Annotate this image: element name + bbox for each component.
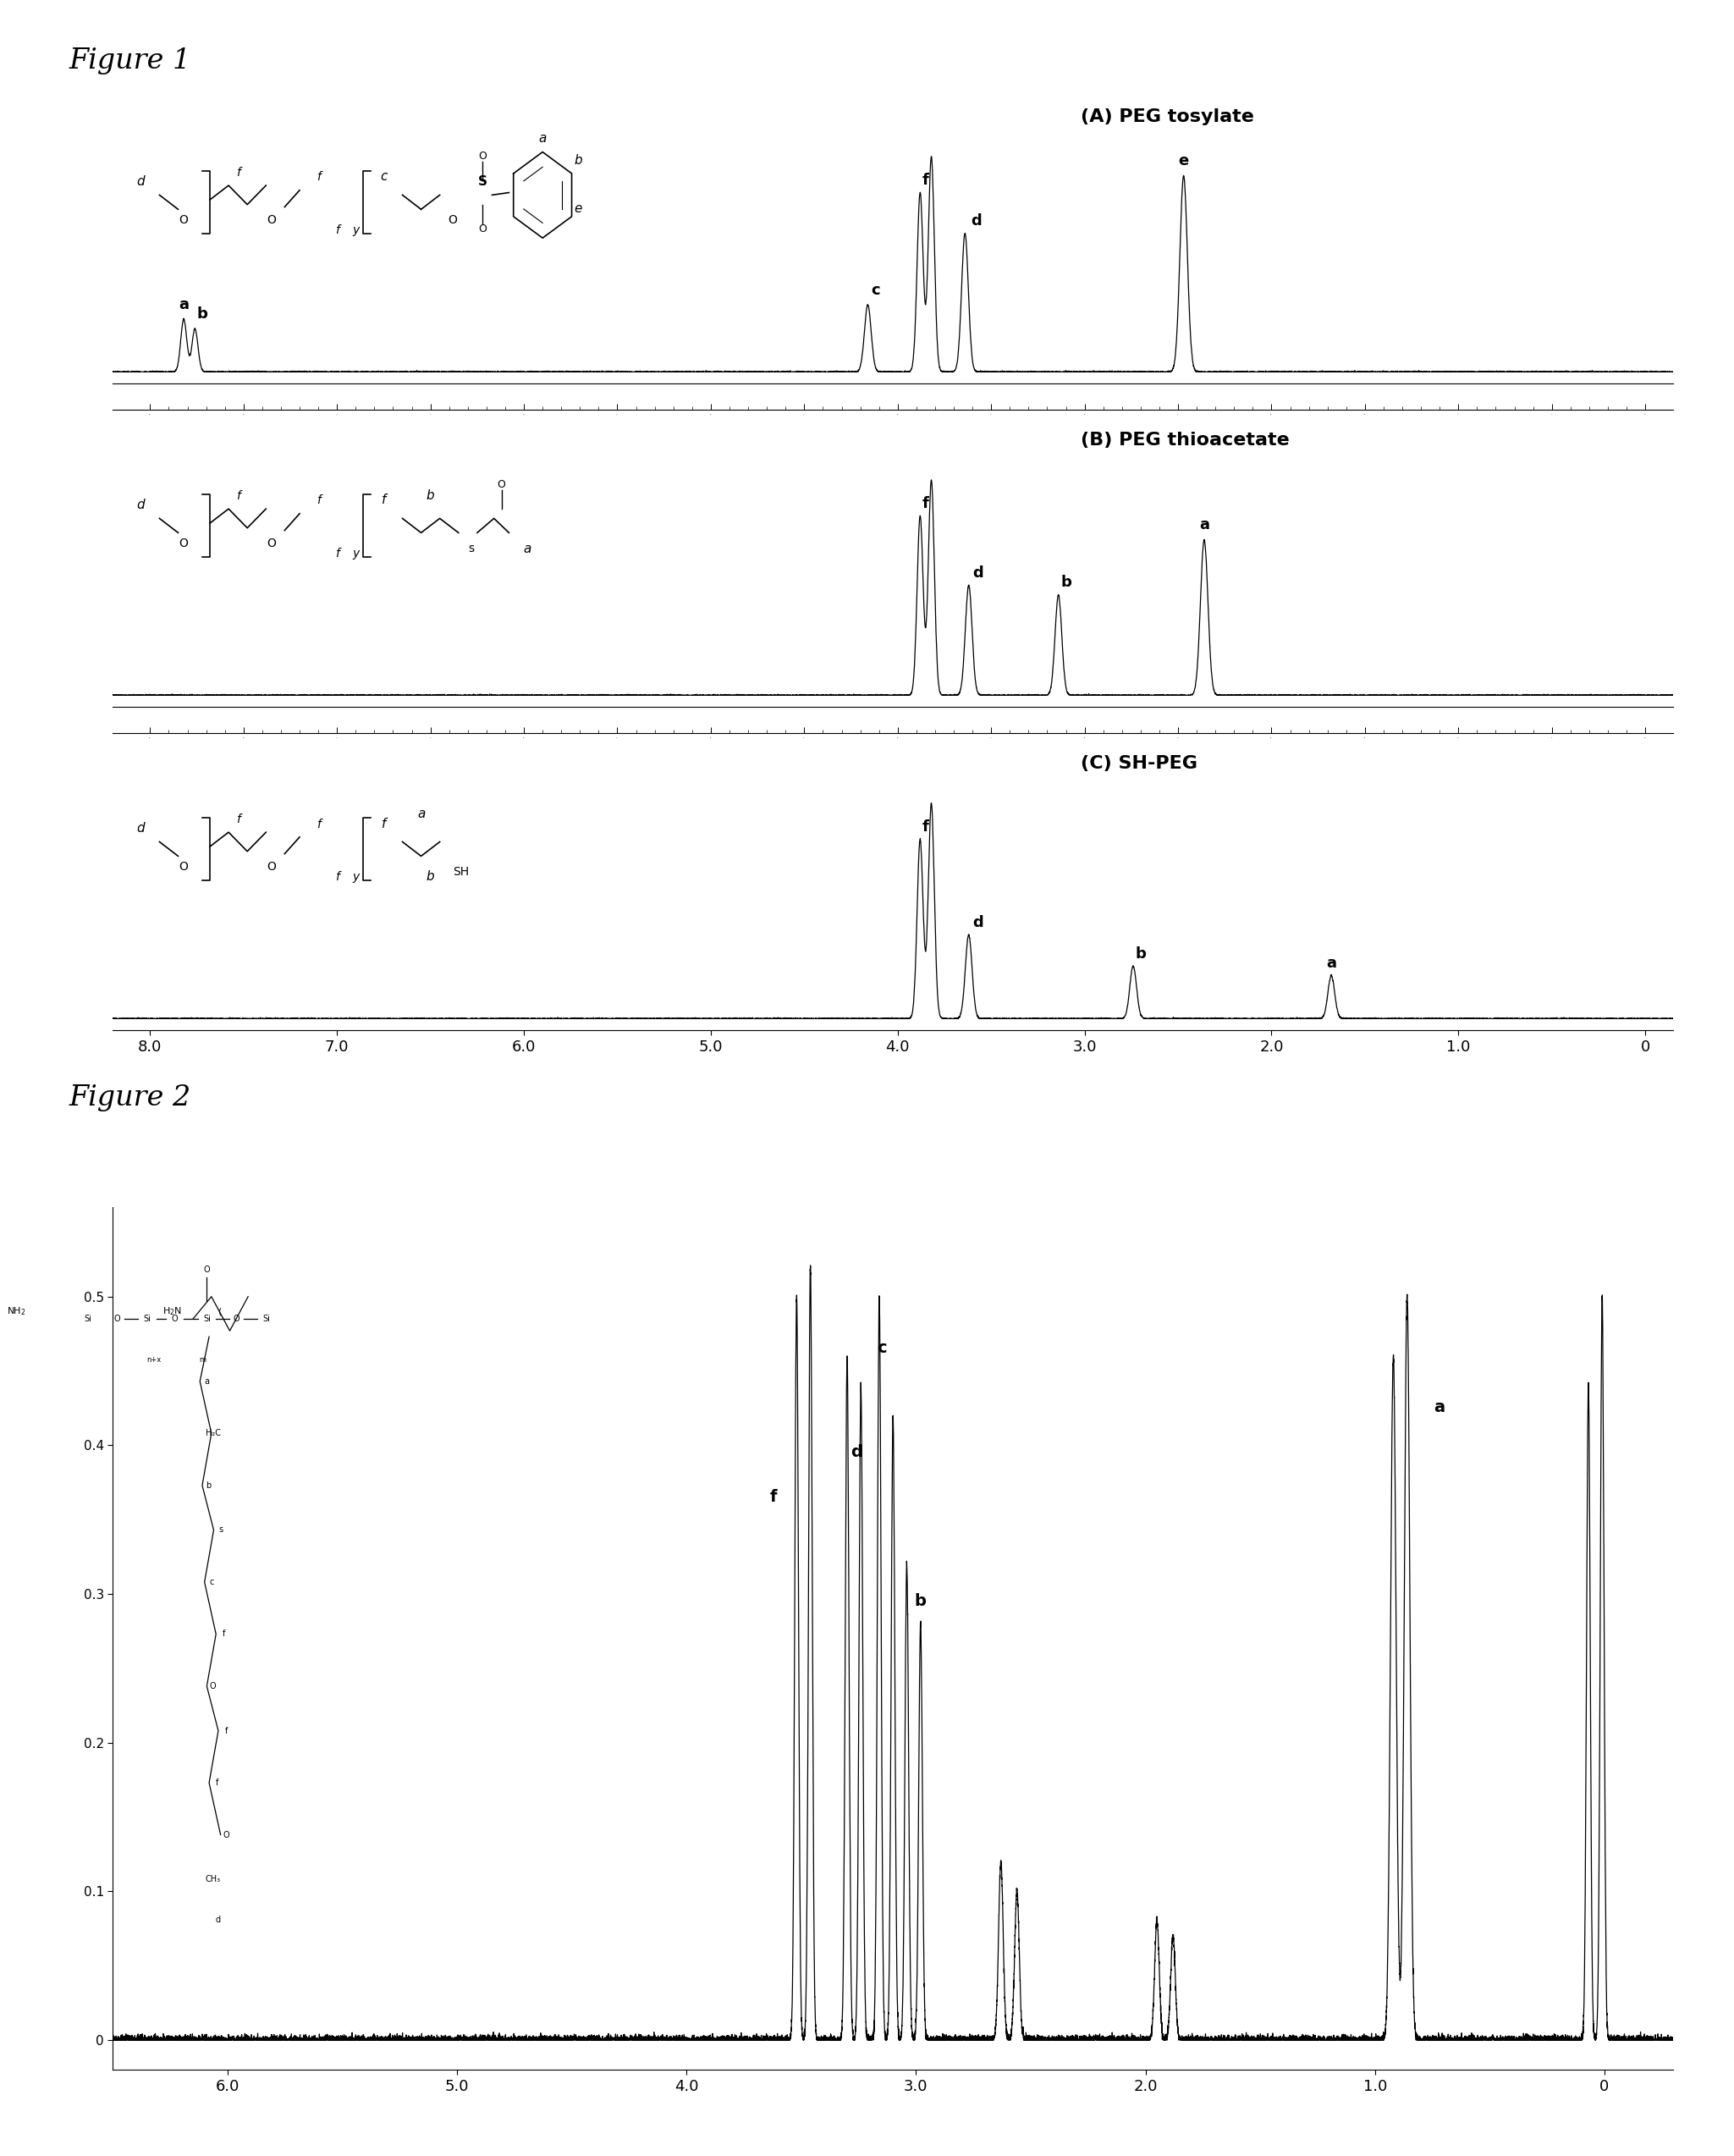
Text: d: d bbox=[971, 213, 981, 229]
Text: b: b bbox=[1136, 946, 1146, 962]
Text: H₂C: H₂C bbox=[205, 1429, 220, 1438]
Text: O: O bbox=[114, 1315, 121, 1324]
Text: c: c bbox=[210, 1578, 213, 1587]
Text: y: y bbox=[352, 224, 359, 235]
Text: O: O bbox=[179, 213, 189, 226]
Text: f: f bbox=[335, 224, 340, 235]
Text: O: O bbox=[479, 224, 487, 235]
Text: b: b bbox=[427, 871, 435, 884]
Text: b: b bbox=[574, 153, 583, 166]
Text: O: O bbox=[234, 1315, 239, 1324]
Text: f: f bbox=[236, 489, 239, 502]
Text: f: f bbox=[335, 548, 340, 558]
Text: d: d bbox=[973, 914, 983, 929]
Text: f: f bbox=[236, 166, 239, 179]
Text: a: a bbox=[1327, 955, 1337, 970]
Text: O: O bbox=[172, 1315, 179, 1324]
Text: (B) PEG thioacetate: (B) PEG thioacetate bbox=[1080, 431, 1288, 448]
Text: Si: Si bbox=[264, 1315, 271, 1324]
Text: O: O bbox=[479, 151, 487, 162]
Text: Figure 1: Figure 1 bbox=[69, 47, 191, 75]
Text: f: f bbox=[236, 813, 239, 826]
Text: d: d bbox=[137, 821, 146, 834]
Text: f: f bbox=[381, 817, 387, 830]
Text: m: m bbox=[199, 1356, 206, 1363]
Text: f: f bbox=[316, 494, 321, 507]
Text: d: d bbox=[215, 1915, 220, 1923]
Text: a: a bbox=[1434, 1399, 1444, 1416]
Text: Si: Si bbox=[83, 1315, 92, 1324]
Text: a: a bbox=[524, 543, 532, 554]
Text: O: O bbox=[498, 479, 506, 489]
Text: Figure 2: Figure 2 bbox=[69, 1084, 191, 1112]
Text: a: a bbox=[418, 808, 425, 821]
Text: f: f bbox=[770, 1488, 777, 1505]
Text: y: y bbox=[352, 548, 359, 558]
Text: O: O bbox=[203, 1266, 210, 1274]
Text: d: d bbox=[137, 498, 146, 511]
Text: c: c bbox=[870, 282, 879, 298]
Text: a: a bbox=[539, 132, 546, 144]
Text: b: b bbox=[206, 1481, 212, 1490]
Text: s: s bbox=[468, 543, 475, 554]
Text: Si: Si bbox=[203, 1315, 210, 1324]
Text: f: f bbox=[922, 172, 929, 188]
Text: e: e bbox=[574, 203, 583, 216]
Text: SH: SH bbox=[453, 867, 470, 877]
Text: CH₃: CH₃ bbox=[205, 1876, 220, 1884]
Text: NH$_2$: NH$_2$ bbox=[7, 1307, 26, 1317]
Text: f: f bbox=[215, 1779, 218, 1787]
Text: a: a bbox=[179, 298, 189, 313]
Text: c: c bbox=[877, 1341, 886, 1356]
Text: f: f bbox=[316, 170, 321, 183]
Text: n+x: n+x bbox=[147, 1356, 161, 1363]
Text: (: ( bbox=[218, 1307, 222, 1315]
Text: a: a bbox=[1200, 517, 1209, 533]
Text: d: d bbox=[973, 565, 983, 580]
Text: b: b bbox=[914, 1593, 926, 1608]
Text: S: S bbox=[479, 175, 487, 188]
Text: O: O bbox=[267, 860, 276, 873]
Text: O: O bbox=[210, 1682, 217, 1690]
Text: f: f bbox=[222, 1630, 225, 1639]
Text: f: f bbox=[922, 819, 929, 834]
Text: (A) PEG tosylate: (A) PEG tosylate bbox=[1080, 108, 1254, 125]
Text: O: O bbox=[179, 537, 189, 550]
Text: O: O bbox=[267, 213, 276, 226]
Text: s: s bbox=[218, 1526, 224, 1535]
Text: a: a bbox=[205, 1378, 210, 1386]
Text: y: y bbox=[352, 871, 359, 882]
Text: O: O bbox=[179, 860, 189, 873]
Text: b: b bbox=[198, 306, 208, 321]
Text: O: O bbox=[449, 213, 458, 226]
Text: d: d bbox=[137, 175, 146, 188]
Text: O: O bbox=[267, 537, 276, 550]
Text: d: d bbox=[850, 1445, 862, 1460]
Text: f: f bbox=[922, 496, 929, 511]
Text: f: f bbox=[335, 871, 340, 882]
Text: f: f bbox=[316, 817, 321, 830]
Text: f: f bbox=[381, 494, 387, 507]
Text: H$_2$N: H$_2$N bbox=[161, 1307, 182, 1317]
Text: O: O bbox=[224, 1830, 229, 1839]
Text: b: b bbox=[427, 489, 435, 502]
Text: (C) SH-PEG: (C) SH-PEG bbox=[1080, 755, 1196, 772]
Text: f: f bbox=[225, 1727, 227, 1736]
Text: b: b bbox=[1061, 576, 1072, 591]
Text: e: e bbox=[1179, 153, 1190, 168]
Text: Si: Si bbox=[144, 1315, 151, 1324]
Text: c: c bbox=[380, 170, 387, 183]
